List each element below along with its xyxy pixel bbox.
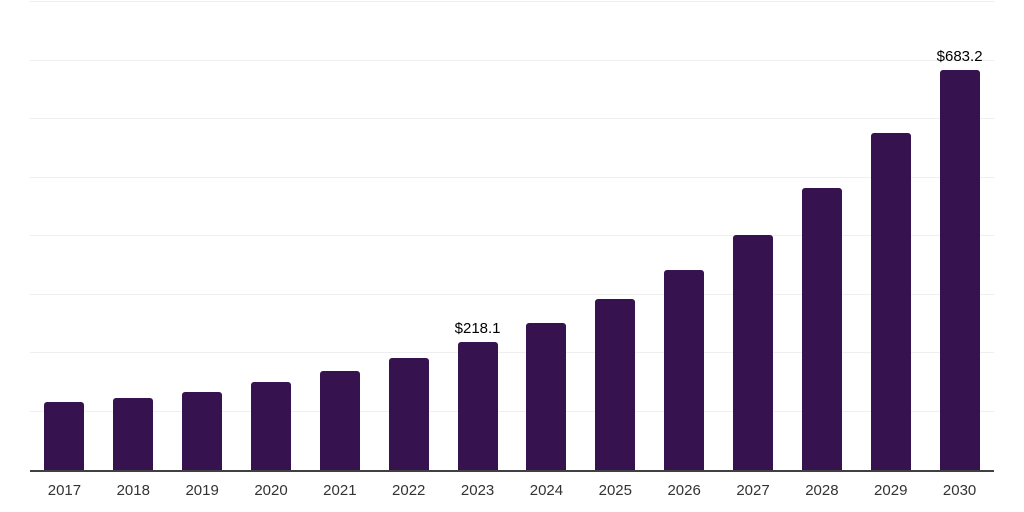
bar-slot-2018	[99, 2, 168, 470]
plot-area: $218.1 $683.2	[30, 1, 994, 472]
bar-slot-2023: $218.1	[443, 2, 512, 470]
bar-slot-2017	[30, 2, 99, 470]
bar-2019	[182, 391, 223, 470]
gridline-400	[30, 235, 994, 236]
bar-slot-2019	[168, 2, 237, 470]
x-tick-label-2027: 2027	[736, 482, 770, 499]
x-tick-label-2024: 2024	[529, 482, 564, 499]
x-tick-label-2026: 2026	[667, 482, 701, 499]
x-tick-label-2023: 2023	[460, 482, 495, 499]
x-tick-label-2019: 2019	[185, 482, 219, 499]
bar-slot-2029	[856, 2, 925, 470]
bars-layer: $218.1 $683.2	[30, 2, 994, 470]
bar-2026	[664, 270, 705, 470]
bar-slot-2021	[305, 2, 374, 470]
gridline-700	[30, 59, 994, 61]
bar-2018	[113, 397, 154, 470]
x-tick-label-2021: 2021	[323, 482, 357, 499]
bar-value-label-2023: $218.1	[454, 320, 501, 338]
bar-slot-2026	[650, 2, 719, 470]
bar-slot-2025	[581, 2, 650, 470]
gridline-300	[30, 293, 994, 295]
x-axis-tick-labels: 2017 2018 2019 2020 2021 2022 2023 2024 2025 2026…	[30, 482, 994, 499]
bar-slot-2027	[719, 2, 788, 470]
x-tick-label-2022: 2022	[392, 482, 426, 499]
x-tick-label-2017: 2017	[47, 482, 82, 499]
x-tick-label-2029: 2029	[874, 482, 908, 499]
bar-value-label-2030: $683.2	[936, 48, 983, 66]
bar-slot-2022	[374, 2, 443, 470]
bar-2029	[870, 133, 911, 470]
bar-2021	[319, 370, 360, 470]
x-tick-label-2030: 2030	[942, 482, 977, 499]
x-tick-label-2018: 2018	[116, 482, 150, 499]
bar-2024	[526, 323, 567, 470]
gridline-100	[30, 410, 994, 412]
gridline-500	[30, 176, 994, 178]
bar-2027	[733, 234, 774, 470]
bar-2030	[939, 70, 980, 470]
bar-2022	[388, 358, 429, 470]
gridline-200	[30, 352, 994, 353]
bar-2028	[801, 188, 842, 470]
bar-slot-2020	[237, 2, 306, 470]
bar-slot-2028	[787, 2, 856, 470]
bar-slot-2030: $683.2	[925, 2, 994, 470]
gridline-600	[30, 118, 994, 119]
x-tick-label-2025: 2025	[598, 482, 632, 499]
gridline-800	[30, 1, 994, 2]
bar-2017	[44, 402, 85, 470]
bar-slot-2024	[512, 2, 581, 470]
bar-2025	[595, 299, 636, 470]
x-tick-label-2028: 2028	[805, 482, 839, 499]
bar-2020	[251, 382, 291, 470]
bar-2023	[457, 342, 498, 470]
x-tick-label-2020: 2020	[254, 482, 288, 499]
